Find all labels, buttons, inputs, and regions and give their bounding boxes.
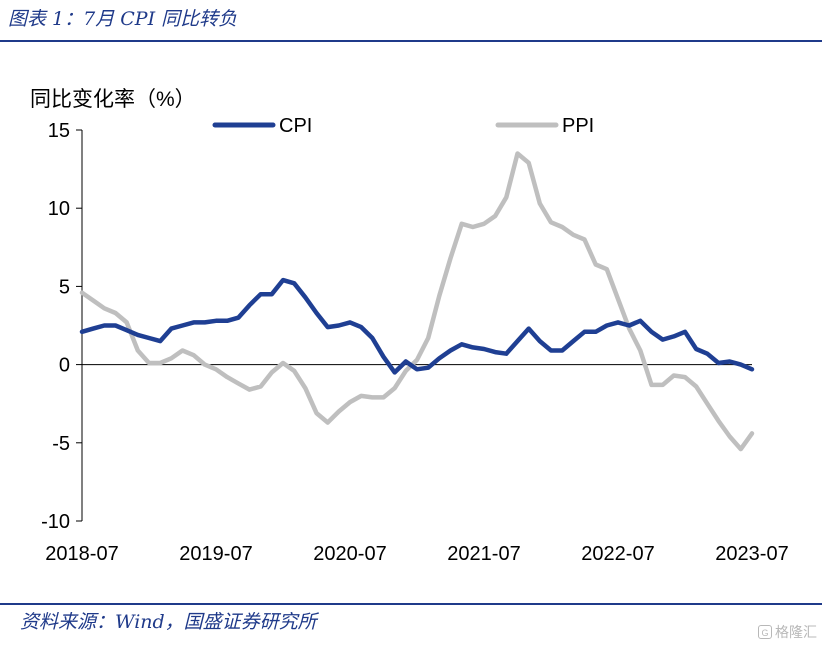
- legend-label-cpi: CPI: [279, 115, 312, 137]
- line-chart: 同比变化率（%） 15 10 5 0 -5 -10 2018-07 2019-07 2020-0…: [30, 88, 789, 565]
- watermark-logo-icon: G: [758, 625, 772, 639]
- watermark: G 格隆汇: [758, 622, 817, 642]
- y-axis-label: 同比变化率（%）: [30, 88, 196, 111]
- x-tick-label: 2019-07: [179, 543, 252, 565]
- series-lines: [79, 151, 755, 452]
- y-tick-label: -10: [41, 511, 70, 533]
- series-line-ppi: [79, 151, 755, 452]
- y-tick-label: -5: [52, 433, 70, 455]
- legend: CPI PPI: [212, 115, 594, 137]
- y-tick-label: 15: [48, 120, 70, 142]
- axes: 15 10 5 0 -5 -10 2018-07 2019-07 2020-07 2021-07 2…: [41, 120, 789, 565]
- legend-label-ppi: PPI: [562, 115, 594, 137]
- series-line-cpi: [79, 277, 755, 375]
- x-tick-label: 2022-07: [581, 543, 654, 565]
- x-tick-label: 2018-07: [45, 543, 118, 565]
- x-tick-label: 2020-07: [313, 543, 386, 565]
- y-tick-label: 0: [59, 355, 70, 377]
- x-tick-label: 2021-07: [447, 543, 520, 565]
- watermark-text: 格隆汇: [775, 624, 817, 640]
- figure-title: 图表 1：7月 CPI 同比转负: [8, 8, 238, 30]
- header-rule: [0, 40, 822, 42]
- y-tick-label: 10: [48, 198, 70, 220]
- y-tick-label: 5: [59, 276, 70, 298]
- source-note: 资料来源：Wind，国盛证券研究所: [20, 611, 317, 633]
- x-tick-label: 2023-07: [715, 543, 788, 565]
- footer-rule: [0, 603, 822, 605]
